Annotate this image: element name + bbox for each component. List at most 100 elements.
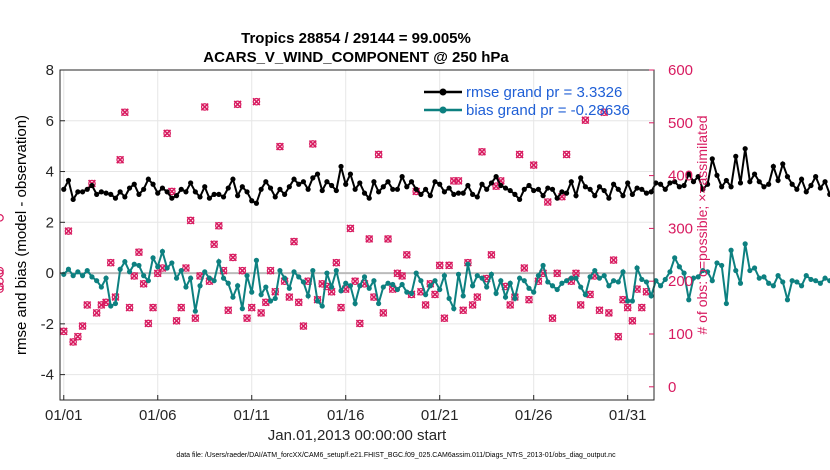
rmse-point [253, 200, 260, 206]
rmse-point [305, 186, 311, 192]
bias-series [61, 241, 830, 314]
rmse-point [531, 187, 537, 194]
obs-possible-marker [294, 298, 303, 307]
bias-point [366, 285, 372, 291]
bias-point [568, 275, 574, 281]
rmse-point [394, 186, 401, 192]
bias-point [300, 279, 307, 285]
obs-assimilated-marker [609, 256, 618, 265]
obs-assimilated-marker [177, 303, 186, 312]
bias-point [516, 275, 523, 281]
y-tick-label: 4 [46, 164, 54, 181]
bias-point [822, 275, 828, 281]
y-axis-label: rmse and bias (model - observation) [13, 115, 30, 355]
chart-title: Tropics 28854 / 29144 = 99.005% [241, 30, 471, 47]
obs-assimilated-marker [332, 258, 341, 267]
rmse-point [357, 180, 363, 186]
obs-assimilated-marker [134, 248, 143, 257]
legend-rmse-label: rmse grand pr = 3.3326 [466, 84, 622, 101]
rmse-point [418, 191, 424, 197]
obs-assimilated-marker [238, 266, 247, 275]
obs-assimilated-marker [92, 308, 101, 317]
obs-possible-marker [285, 293, 294, 301]
obs-assimilated-marker [440, 314, 449, 323]
obs-possible-marker [637, 303, 646, 312]
bias-point [606, 283, 612, 289]
rmse-point [578, 175, 584, 181]
bias-point [423, 292, 429, 298]
rmse-point [380, 184, 386, 190]
bias-point [780, 279, 786, 285]
obs-possible-marker [83, 301, 92, 309]
rmse-point [225, 185, 231, 191]
bias-point [122, 259, 128, 265]
obs-assimilated-marker [224, 306, 233, 315]
bias-point [639, 276, 645, 283]
bias-point [164, 265, 170, 271]
y-axis-right-ticks: 0 100 200 300 400 500 600 [649, 62, 693, 396]
bias-point [352, 300, 358, 307]
bias-point [813, 278, 819, 284]
obs-assimilated-marker [210, 240, 219, 249]
obs-assimilated-marker [327, 287, 336, 296]
rmse-point [366, 195, 372, 201]
bias-point [610, 278, 617, 284]
obs-possible-marker [398, 272, 406, 280]
obs-assimilated-marker [506, 300, 515, 309]
rmse-point [267, 185, 274, 191]
obs-possible-marker [257, 309, 265, 317]
rmse-point [657, 181, 664, 187]
rmse-point [545, 185, 551, 191]
rmse-point [239, 184, 245, 190]
rmse-point [235, 193, 241, 199]
bias-point [277, 267, 283, 274]
rmse-point [79, 189, 86, 195]
obs-possible-marker [445, 261, 453, 270]
plot-area [60, 70, 654, 400]
rmse-point [648, 189, 654, 195]
bias-point [794, 279, 800, 285]
rmse-point [488, 180, 495, 186]
bias-point [112, 300, 119, 307]
bias-point [676, 264, 682, 270]
obs-assimilated-marker [515, 150, 524, 159]
rmse-point [667, 180, 673, 186]
rmse-point [164, 189, 170, 195]
bias-point [559, 280, 565, 286]
rmse-point [592, 193, 598, 199]
obs-assimilated-marker [374, 150, 383, 159]
rmse-point [672, 179, 678, 185]
bias-point [253, 257, 260, 263]
obs-assimilated-marker [285, 293, 294, 302]
bias-point [620, 269, 626, 275]
rmse-point [540, 193, 546, 199]
obs-possible-marker [478, 148, 486, 156]
obs-assimilated-marker [393, 269, 402, 278]
bias-point [681, 270, 687, 276]
bias-point [310, 267, 316, 274]
bias-point [380, 284, 386, 290]
obs-assimilated-marker [228, 253, 237, 262]
obs-possible-marker [454, 177, 463, 185]
bias-point [455, 271, 462, 277]
obs-possible-marker [64, 227, 73, 235]
rmse-point [192, 189, 198, 195]
bias-point [488, 271, 495, 277]
rmse-point [84, 186, 90, 192]
obs-assimilated-marker [73, 332, 82, 341]
rmse-point [455, 190, 462, 196]
obs-possible-marker [628, 316, 637, 325]
rmse-point [202, 184, 208, 190]
obs-assimilated-marker [604, 308, 613, 317]
legend: rmse grand pr = 3.3326 bias grand pr = -… [424, 84, 630, 119]
obs-assimilated-marker [435, 261, 444, 270]
obs-assimilated-marker [163, 129, 172, 138]
rmse-point [808, 182, 814, 189]
obs-possible-marker [440, 314, 449, 322]
bias-point [451, 306, 457, 312]
rmse-point [451, 191, 457, 197]
obs-assimilated-marker [337, 303, 345, 312]
bias-point [235, 283, 241, 289]
obs-possible-marker [581, 116, 590, 124]
obs-possible-marker [177, 303, 186, 312]
